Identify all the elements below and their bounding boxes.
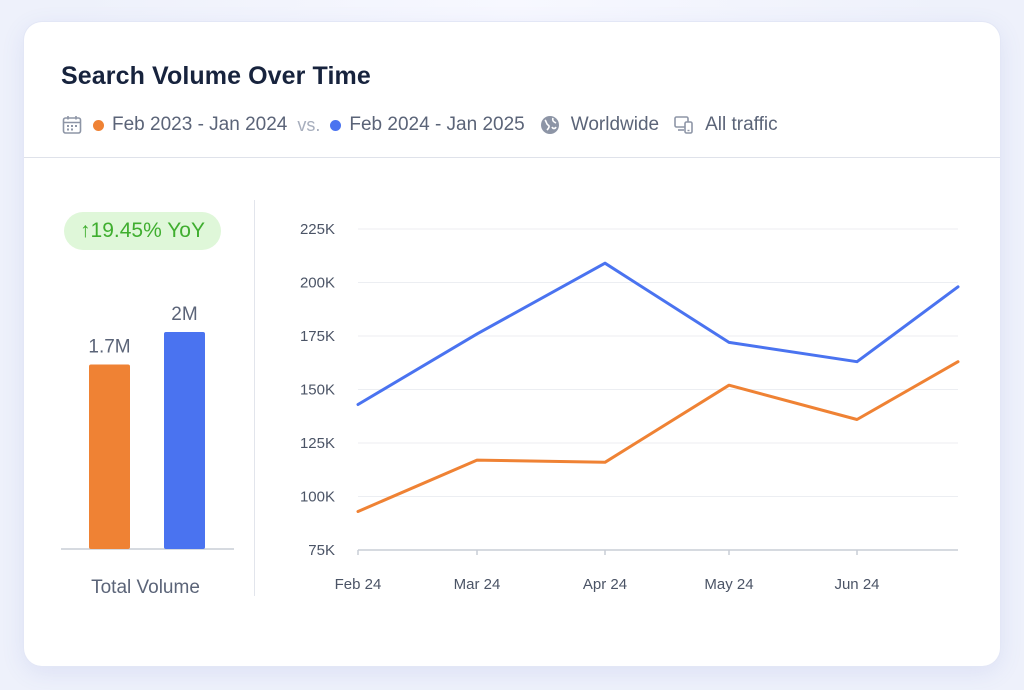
x-tick-label: Mar 24: [454, 576, 501, 593]
filter-bar: Feb 2023 - Jan 2024 vs. Feb 2024 - Jan 2…: [61, 112, 778, 138]
y-tick-label: 150K: [300, 382, 335, 399]
globe-icon: [540, 116, 559, 134]
series-line-previous: [356, 360, 960, 513]
calendar-icon[interactable]: [61, 114, 83, 136]
y-tick-label: 125K: [300, 435, 335, 452]
traffic-label[interactable]: All traffic: [705, 114, 778, 135]
bar-value-label: 2M: [171, 304, 197, 325]
series-line-current: [356, 261, 960, 406]
period-a-dot: [93, 119, 104, 131]
x-tick-label: Feb 24: [335, 576, 382, 593]
period-b-dot: [330, 119, 342, 131]
y-tick-label: 225K: [300, 221, 335, 238]
total-bar-current: [164, 332, 205, 549]
x-tick-label: Apr 24: [583, 576, 627, 593]
y-tick-label: 175K: [300, 328, 335, 345]
yoy-arrow: ↑: [80, 219, 91, 242]
region-label[interactable]: Worldwide: [570, 114, 660, 135]
search-volume-card: Search Volume Over Time Feb 2023 - Jan 2…: [24, 22, 1000, 666]
total-volume-label: Total Volume: [91, 577, 200, 598]
y-tick-label: 200K: [300, 275, 335, 292]
period-b-label[interactable]: Feb 2024 - Jan 2025: [349, 114, 525, 135]
yoy-badge: ↑19.45% YoY: [64, 212, 221, 250]
y-tick-label: 100K: [300, 489, 335, 506]
total-bar-previous: [89, 364, 130, 549]
y-tick-label: 75K: [308, 542, 335, 559]
devices-icon: [674, 116, 693, 134]
bar-value-label: 1.7M: [88, 337, 130, 358]
x-tick-label: May 24: [704, 576, 753, 593]
header-divider: [24, 157, 1000, 158]
vs-label: vs.: [297, 114, 321, 135]
period-a-label[interactable]: Feb 2023 - Jan 2024: [112, 114, 288, 135]
card-title: Search Volume Over Time: [61, 62, 371, 90]
x-tick-label: Jun 24: [834, 576, 879, 593]
panel-divider: [254, 200, 255, 596]
yoy-value: 19.45% YoY: [90, 219, 205, 242]
